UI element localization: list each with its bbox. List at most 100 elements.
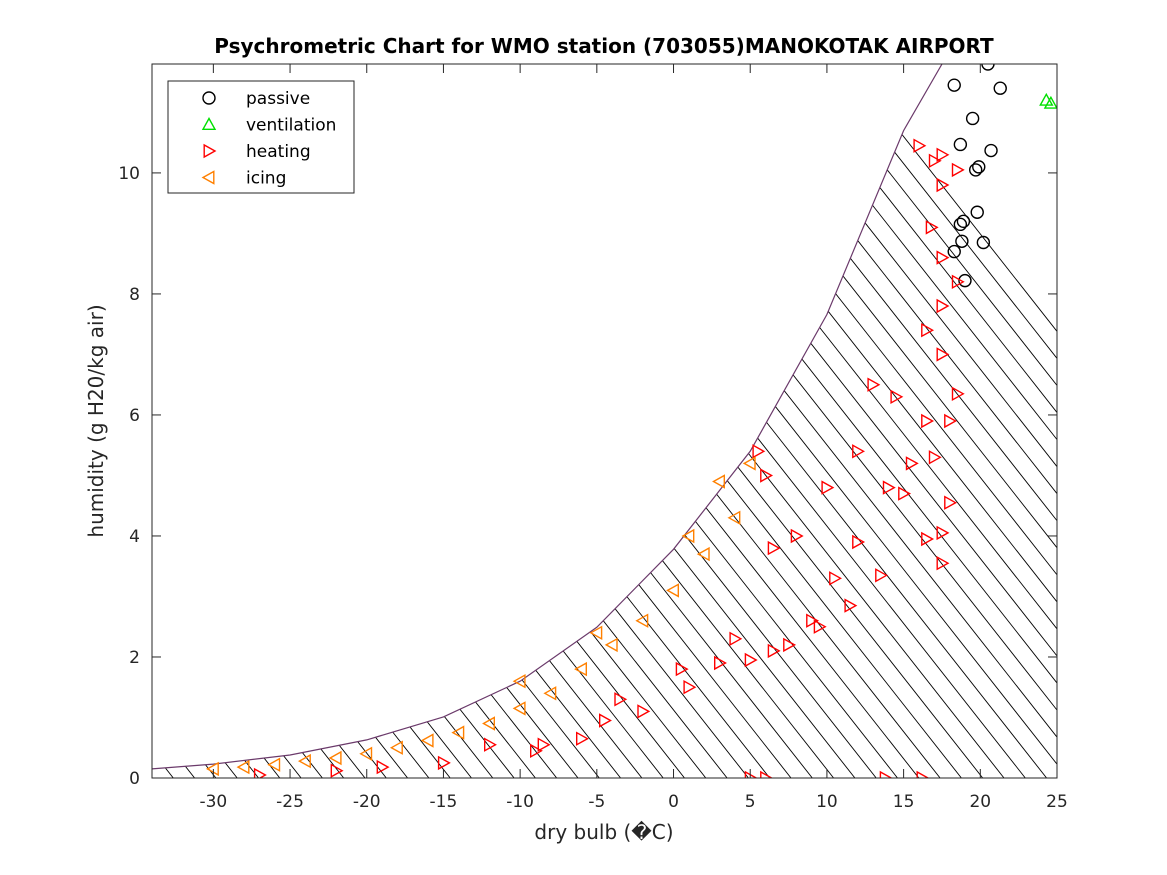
point-passive xyxy=(947,78,961,92)
point-icing xyxy=(512,701,526,716)
point-heating xyxy=(951,162,965,178)
legend-box xyxy=(167,80,355,194)
point-passive xyxy=(965,111,980,126)
y-tick-label: 10 xyxy=(118,164,140,184)
x-tick-label: 20 xyxy=(969,792,991,812)
point-icing xyxy=(297,753,311,769)
point-icing xyxy=(328,750,342,766)
x-tick-label: 25 xyxy=(1046,792,1068,812)
legend-label-heating: heating xyxy=(246,142,311,162)
point-heating xyxy=(879,770,893,778)
data-points xyxy=(205,64,1057,778)
point-heating xyxy=(637,704,651,719)
point-heating xyxy=(882,480,896,495)
point-heating xyxy=(530,743,543,758)
point-passive xyxy=(969,163,983,177)
y-tick-label: 4 xyxy=(129,527,140,547)
point-heating xyxy=(928,450,942,465)
x-tick-label: 0 xyxy=(668,792,679,812)
point-icing xyxy=(420,733,434,748)
saturation-curve xyxy=(152,64,943,770)
point-heating xyxy=(951,274,965,289)
point-heating xyxy=(752,444,766,459)
legend-marker-passive xyxy=(202,91,216,105)
point-heating xyxy=(890,389,904,404)
legend: passive ventilation heating icing xyxy=(167,80,355,194)
x-tick-label: -20 xyxy=(353,792,381,812)
point-icing xyxy=(267,757,281,772)
point-heating xyxy=(537,737,551,752)
point-heating xyxy=(729,631,743,646)
x-tick-label: -10 xyxy=(506,792,534,812)
y-axis-label: humidity (g H20/kg air) xyxy=(84,304,108,537)
y-tick-label: 6 xyxy=(129,406,140,426)
point-passive xyxy=(956,214,971,229)
point-heating xyxy=(944,495,958,510)
x-axis-label: dry bulb (�C) xyxy=(534,820,673,844)
y-axis: 0 2 4 6 8 10 xyxy=(118,164,1057,789)
point-icing xyxy=(543,686,557,701)
point-heating xyxy=(813,619,827,634)
point-heating xyxy=(253,767,267,778)
point-icing xyxy=(589,625,603,640)
legend-marker-ventilation xyxy=(201,117,217,131)
point-heating xyxy=(599,713,612,728)
point-heating xyxy=(925,220,939,235)
point-heating xyxy=(936,250,950,265)
point-heating xyxy=(844,598,858,613)
point-heating xyxy=(936,147,950,162)
point-heating xyxy=(760,770,774,778)
point-icing xyxy=(512,674,526,689)
point-icing xyxy=(236,759,250,775)
point-heating xyxy=(376,759,390,775)
point-heating xyxy=(744,770,758,778)
point-icing xyxy=(742,456,756,471)
point-heating xyxy=(921,323,935,338)
point-heating xyxy=(576,731,589,746)
point-passive xyxy=(976,235,991,250)
point-heating xyxy=(806,613,820,628)
point-heating xyxy=(852,444,866,459)
x-tick-label: 5 xyxy=(745,792,756,812)
point-heating xyxy=(936,556,950,571)
point-heating xyxy=(913,138,927,153)
point-heating xyxy=(484,737,497,752)
point-heating xyxy=(437,755,451,771)
point-heating xyxy=(951,386,965,401)
point-heating xyxy=(821,480,835,495)
point-heating xyxy=(714,655,727,671)
point-icing xyxy=(727,510,741,525)
point-heating xyxy=(683,680,697,695)
point-heating xyxy=(928,153,942,168)
point-passive xyxy=(953,217,968,232)
point-icing xyxy=(205,761,219,777)
point-heating xyxy=(790,528,804,544)
point-heating xyxy=(936,525,950,541)
y-tick-label: 8 xyxy=(129,285,140,305)
point-passive xyxy=(953,137,968,152)
point-heating xyxy=(614,692,628,707)
x-tick-label: 15 xyxy=(893,792,915,812)
point-heating xyxy=(852,534,866,550)
point-icing xyxy=(696,546,710,562)
point-heating xyxy=(936,177,950,193)
point-heating xyxy=(675,661,689,677)
point-icing xyxy=(681,528,695,544)
point-heating xyxy=(829,571,843,586)
point-passive xyxy=(955,234,969,248)
x-tick-label: 10 xyxy=(816,792,838,812)
point-heating xyxy=(898,486,912,501)
point-icing xyxy=(451,725,465,740)
x-tick-label: -25 xyxy=(276,792,304,812)
point-passive xyxy=(958,273,972,288)
x-tick-label: -5 xyxy=(588,792,605,812)
point-heating xyxy=(760,468,774,483)
point-icing xyxy=(712,474,725,489)
point-heating xyxy=(867,377,881,392)
point-icing xyxy=(604,637,618,653)
x-tick-label: -15 xyxy=(430,792,458,812)
point-icing xyxy=(574,661,587,677)
legend-label-passive: passive xyxy=(246,89,310,109)
point-heating xyxy=(921,531,935,547)
